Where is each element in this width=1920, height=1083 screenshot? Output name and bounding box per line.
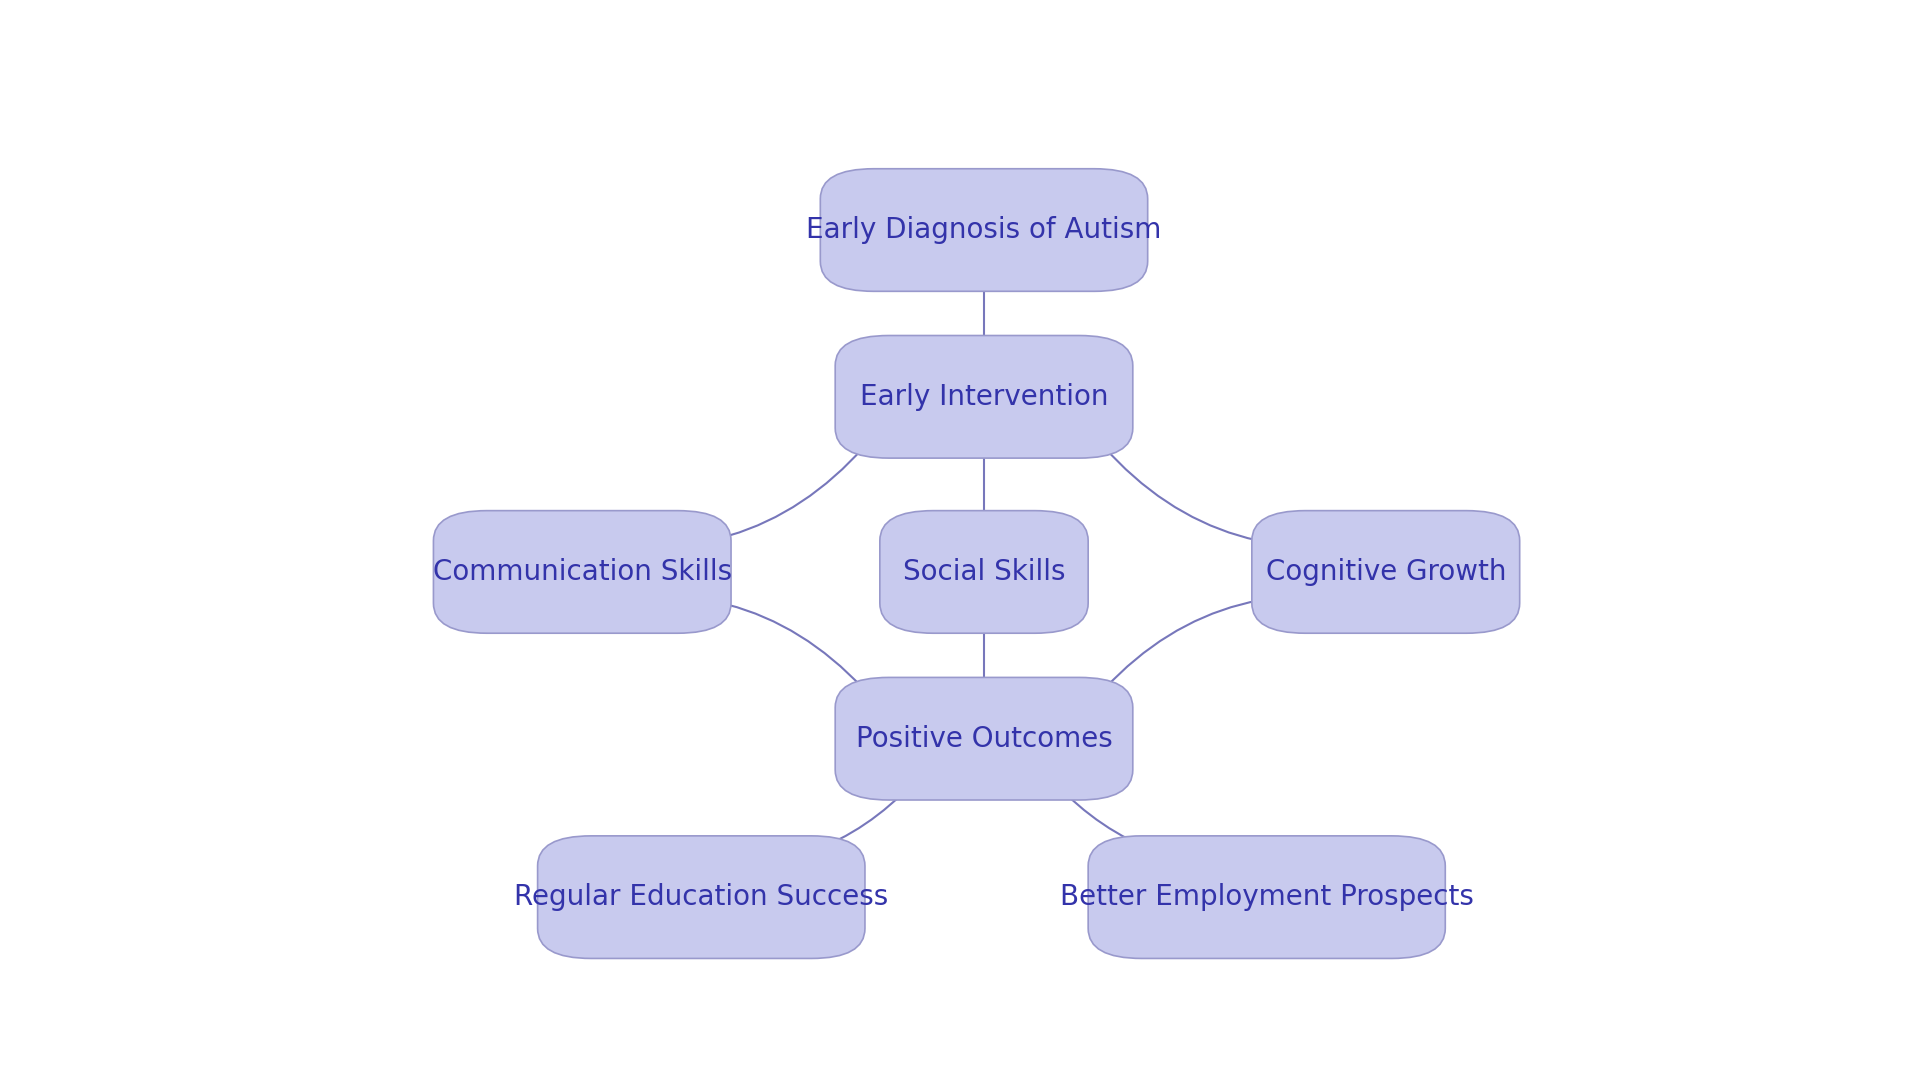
FancyBboxPatch shape	[434, 511, 732, 634]
Text: Better Employment Prospects: Better Employment Prospects	[1060, 883, 1475, 911]
Text: Early Diagnosis of Autism: Early Diagnosis of Autism	[806, 216, 1162, 244]
Text: Positive Outcomes: Positive Outcomes	[856, 725, 1112, 753]
Text: Social Skills: Social Skills	[902, 558, 1066, 586]
FancyBboxPatch shape	[879, 511, 1089, 634]
Text: Cognitive Growth: Cognitive Growth	[1265, 558, 1505, 586]
FancyBboxPatch shape	[1252, 511, 1521, 634]
FancyBboxPatch shape	[835, 336, 1133, 458]
Text: Regular Education Success: Regular Education Success	[515, 883, 889, 911]
Text: Communication Skills: Communication Skills	[432, 558, 732, 586]
FancyBboxPatch shape	[1089, 836, 1446, 958]
FancyBboxPatch shape	[538, 836, 864, 958]
Text: Early Intervention: Early Intervention	[860, 382, 1108, 410]
FancyBboxPatch shape	[820, 169, 1148, 291]
FancyBboxPatch shape	[835, 678, 1133, 800]
